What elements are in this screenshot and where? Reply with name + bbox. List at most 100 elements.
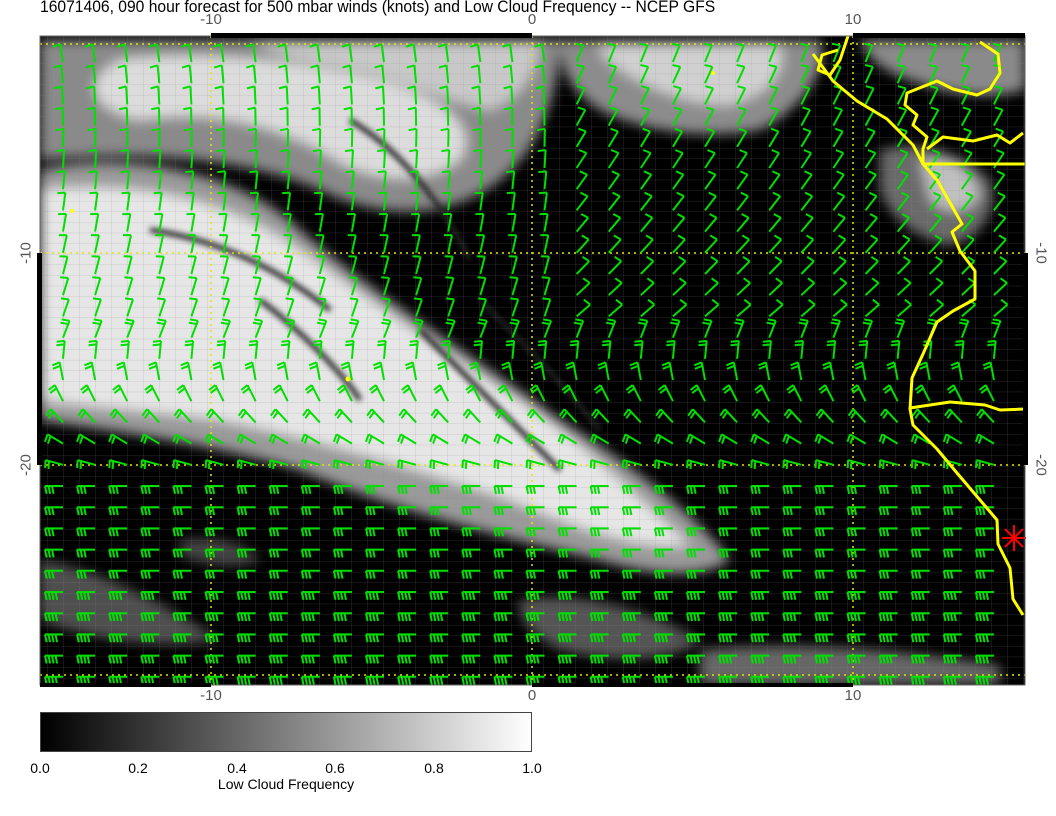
wind-barb [246,64,257,84]
wind-barb [140,569,160,579]
wind-barb [751,408,770,424]
wind-barb [365,506,384,516]
wind-barb [686,633,705,643]
wind-barb [445,318,456,338]
wind-barb [800,127,812,148]
wind-barb [768,298,784,318]
wind-barb [607,42,617,63]
wind-barb [540,234,550,254]
wind-barb [397,569,417,579]
wind-barb [974,569,994,579]
wind-barb [508,255,518,275]
wind-barb [896,106,908,127]
wind-barb [311,106,321,126]
wind-barb [437,43,450,63]
wind-barb [281,170,291,190]
wind-barb [768,191,781,212]
wind-barb [122,234,132,254]
wind-barb [768,234,783,254]
wind-barb [59,255,69,275]
wind-barb [244,361,257,381]
wind-barb [300,548,320,558]
wind-barb [878,506,898,516]
wind-barb [236,675,256,685]
wind-barb [437,361,450,381]
wind-barb [928,64,939,84]
wind-barb [736,234,750,254]
wind-barb [754,384,771,402]
wind-barb [846,433,867,445]
wind-barb [374,64,385,84]
wind-barb [44,527,63,537]
wind-barb [342,85,353,105]
wind-barb [557,612,577,622]
wind-barb [671,64,682,84]
wind-barb [493,675,513,685]
wind-barb [140,654,160,664]
wind-barb [314,191,324,211]
wind-barb [534,43,546,63]
wind-barb [478,297,488,317]
wind-barb [493,591,513,601]
wind-barb [800,170,813,190]
wind-barb [397,675,417,685]
wind-barb [108,548,128,558]
wind-barb [575,277,591,296]
wind-barb [928,234,943,254]
wind-barb [557,459,577,470]
wind-barb [204,433,225,445]
wind-barb [942,569,962,579]
wind-barb [686,591,705,601]
wind-barb [878,612,898,622]
wind-barb [768,85,779,105]
wind-barb [90,234,100,254]
wind-barb [621,591,641,601]
wind-barb [942,433,963,445]
wind-barb [187,234,197,254]
wind-barb [509,276,519,296]
wind-barb [441,149,451,169]
wind-barb [589,433,610,445]
wind-barb [719,408,738,424]
wind-barb [886,361,899,381]
wind-barb [525,548,545,558]
wind-barb [471,85,482,105]
wind-barb [443,234,453,254]
wind-barb [896,255,911,275]
wind-barb [272,384,289,402]
x-tick-top: 10 [844,11,862,28]
wind-barb [76,506,96,516]
wind-barb [910,548,930,558]
wind-barb [672,127,684,148]
wind-barb [638,318,649,338]
wind-barb [430,408,449,424]
wind-barb [672,277,687,296]
wind-barb [846,569,866,579]
wind-barb [557,591,577,601]
wind-barb [814,506,834,516]
wind-barb [76,633,96,643]
wind-barb [575,127,587,148]
wind-barb [172,633,192,643]
wind-barb [220,276,230,296]
wind-barb [589,612,609,622]
wind-barb [236,433,257,445]
wind-barb [381,297,391,317]
wind-barb [786,384,803,402]
wind-barb [910,591,930,601]
wind-barb [608,298,623,318]
wind-barb [108,485,128,495]
wind-barb [686,485,705,495]
wind-barb [268,506,288,516]
wind-barb [525,506,545,516]
wind-barb [589,633,609,643]
wind-barb [525,485,545,495]
wind-barb [686,459,706,470]
wind-barb [304,384,321,402]
wind-barb [332,527,352,537]
wind-barb [529,384,546,402]
wind-barb [768,213,782,233]
wind-barb [268,633,288,643]
wind-barb [910,459,930,470]
wind-barb [55,127,65,147]
